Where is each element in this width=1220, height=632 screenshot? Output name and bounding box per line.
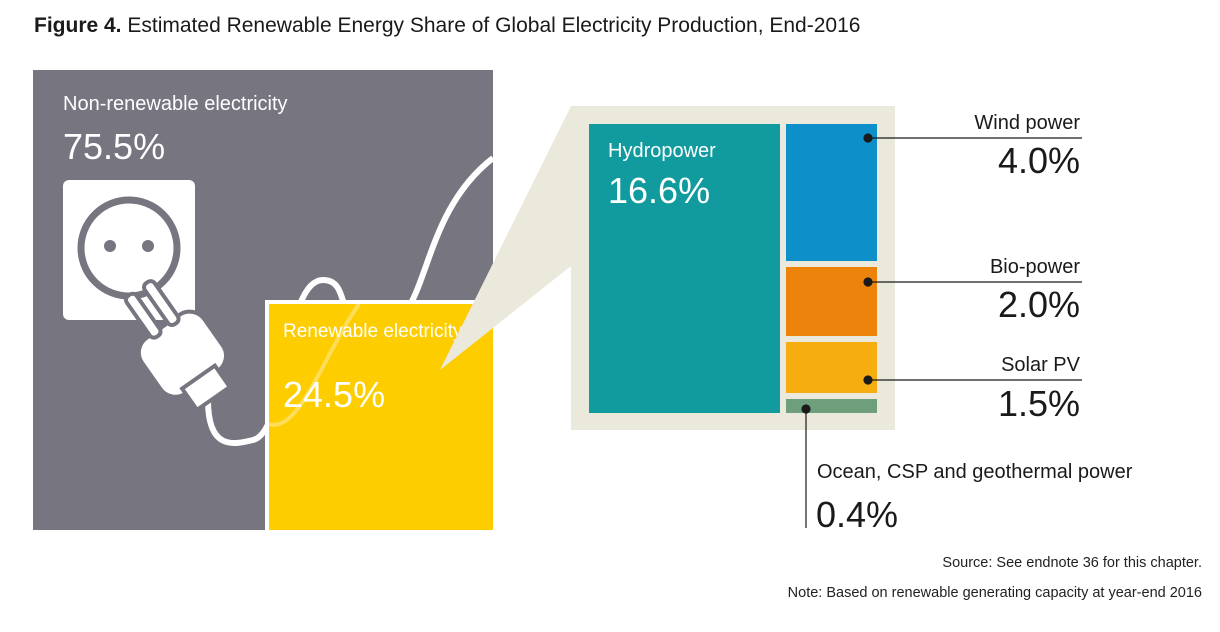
plug-illustration [63, 155, 493, 447]
nonrenewable-label: Non-renewable electricity [63, 93, 288, 115]
source-note: Source: See endnote 36 for this chapter. [942, 555, 1202, 571]
ocean-label: Ocean, CSP and geothermal power [817, 461, 1133, 483]
figure-title: Figure 4. Estimated Renewable Energy Sha… [34, 14, 860, 38]
wind-value: 4.0% [997, 140, 1080, 181]
nonrenewable-value: 75.5% [63, 126, 166, 167]
treemap-tile-bio [786, 267, 877, 336]
treemap-tile-solar [786, 342, 877, 393]
treemap-tile-hydropower [589, 124, 780, 413]
renewable-value: 24.5% [283, 374, 386, 415]
solar-value: 1.5% [997, 383, 1080, 424]
solar-label: Solar PV [1001, 354, 1080, 376]
bio-label: Bio-power [989, 256, 1080, 278]
renewable-panel-cable [269, 304, 361, 427]
wind-label: Wind power [974, 112, 1080, 134]
hydropower-value: 16.6% [608, 170, 711, 211]
renewable-panel [265, 300, 493, 530]
treemap-tile-wind [786, 124, 877, 261]
footnote: Note: Based on renewable generating capa… [787, 585, 1202, 601]
callout-wedge [440, 106, 571, 370]
ocean-value: 0.4% [816, 494, 899, 535]
bio-value: 2.0% [997, 284, 1080, 325]
renewable-label: Renewable electricity [283, 321, 463, 342]
figure-number: Figure 4. [34, 14, 122, 37]
hydropower-label: Hydropower [608, 140, 716, 162]
figure-title-text: Estimated Renewable Energy Share of Glob… [127, 14, 861, 37]
